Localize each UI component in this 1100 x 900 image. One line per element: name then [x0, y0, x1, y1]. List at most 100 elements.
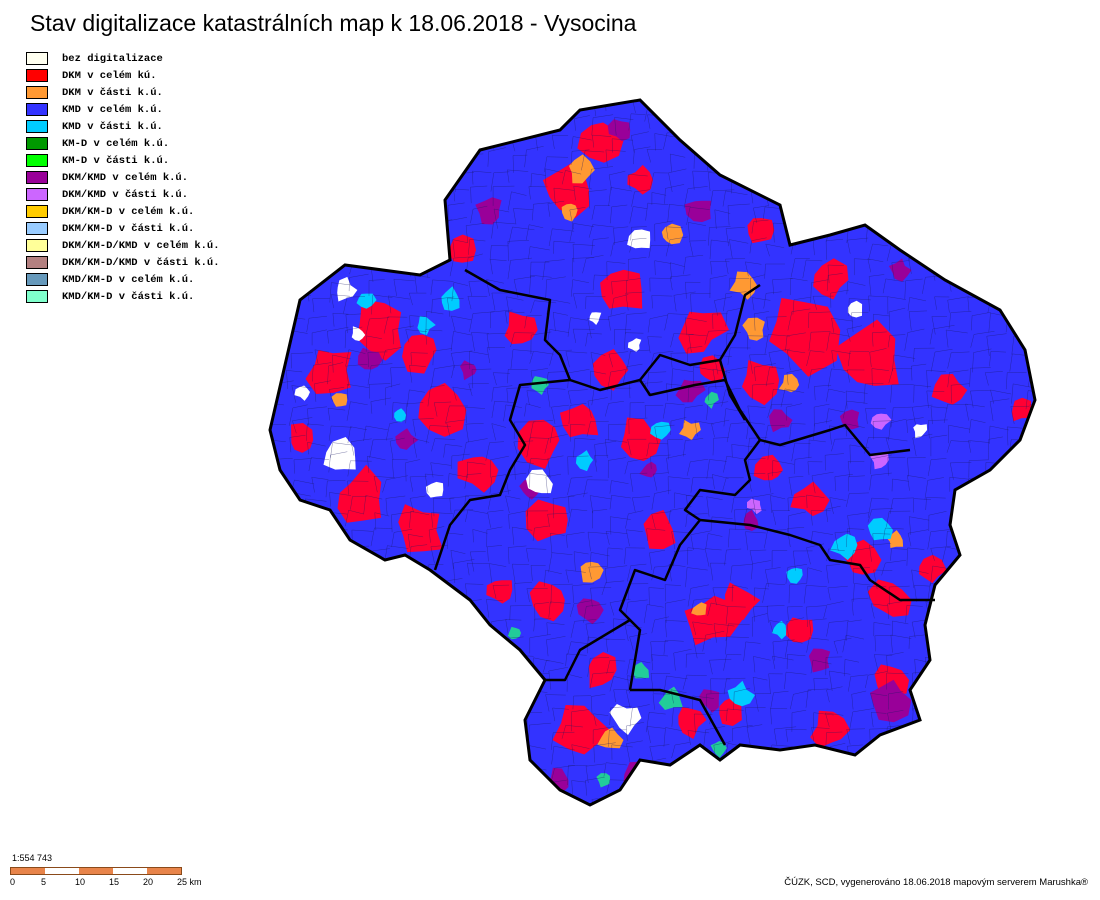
scale-bar-graphic — [10, 867, 182, 875]
cadastral-patch — [771, 620, 787, 640]
legend-swatch — [26, 222, 48, 235]
legend-swatch — [26, 256, 48, 269]
cadastral-patch — [351, 326, 366, 341]
district-boundary — [545, 618, 631, 682]
cadastral-patch — [769, 409, 793, 433]
scale-bar: 1:554 743 0 5 10 15 20 25 km — [10, 853, 210, 887]
cadastral-patch — [786, 567, 803, 584]
cadastral-patch — [867, 517, 893, 541]
cadastral-patch — [769, 297, 841, 377]
scale-ticks: 0 5 10 15 20 25 km — [10, 875, 210, 887]
scale-segment — [11, 868, 45, 874]
cadastral-patch — [867, 579, 912, 617]
cadastral-patch — [607, 119, 631, 142]
cadastral-patch — [395, 428, 419, 450]
legend-item: DKM/KMD v celém k.ú. — [26, 169, 220, 186]
cadastral-patch — [830, 533, 858, 561]
scale-tick-label: 15 — [109, 877, 120, 887]
cadastral-patch — [356, 299, 402, 361]
legend-label: DKM/KMD v části k.ú. — [62, 188, 189, 201]
cadastral-patch — [870, 413, 892, 430]
legend-item: bez digitalizace — [26, 50, 220, 67]
cadastral-patch — [294, 385, 310, 401]
legend-item: KMD/KM-D v celém k.ú. — [26, 271, 220, 288]
district-boundary — [699, 518, 935, 602]
legend-label: DKM v celém kú. — [62, 69, 157, 82]
legend-item: DKM v části k.ú. — [26, 84, 220, 101]
cadastral-patch — [425, 481, 444, 498]
cadastral-patch — [742, 317, 765, 341]
cadastral-patch — [930, 631, 951, 649]
cadastral-patch — [785, 617, 814, 643]
legend-label: DKM/KM-D/KMD v celém k.ú. — [62, 239, 220, 252]
scale-tick-label: 5 — [41, 877, 47, 887]
legend-label: DKM/KM-D v celém k.ú. — [62, 205, 195, 218]
legend-swatch — [26, 86, 48, 99]
cadastral-patch — [457, 456, 499, 493]
scale-tick-label: 25 km — [177, 877, 202, 887]
cadastral-patch — [931, 373, 968, 405]
district-boundary — [433, 378, 571, 571]
cadastral-patch — [699, 689, 720, 713]
legend-item: DKM/KM-D v celém k.ú. — [26, 203, 220, 220]
legend-swatch — [26, 137, 48, 150]
scale-segment — [45, 868, 79, 874]
legend-label: DKM/KM-D v části k.ú. — [62, 222, 195, 235]
legend-item: DKM/KMD v části k.ú. — [26, 186, 220, 203]
cadastral-patch — [504, 311, 538, 345]
legend-swatch — [26, 205, 48, 218]
cadastral-patch — [888, 258, 912, 282]
legend-swatch — [26, 52, 48, 65]
cadastral-patch — [418, 382, 467, 437]
region-outline — [268, 98, 1037, 807]
map-legend: bez digitalizace DKM v celém kú. DKM v čás… — [26, 50, 220, 305]
legend-label: DKM/KM-D/KMD v části k.ú. — [62, 256, 220, 269]
cadastral-patch — [691, 602, 707, 616]
cadastral-patch — [475, 197, 502, 225]
cadastral-patch — [639, 461, 657, 478]
cadastral-patch — [529, 581, 565, 622]
cadastral-patch — [870, 453, 889, 470]
cadastral-patch — [394, 408, 407, 423]
cadastral-patch — [589, 312, 602, 325]
legend-item: DKM/KM-D/KMD v celém k.ú. — [26, 237, 220, 254]
legend-swatch — [26, 171, 48, 184]
cadastral-patch — [658, 686, 683, 710]
cadastral-patch — [569, 154, 595, 184]
legend-label: bez digitalizace — [62, 52, 163, 65]
cadastral-patch — [337, 464, 382, 523]
scale-ratio: 1:554 743 — [12, 853, 53, 863]
cadastral-patch — [575, 450, 594, 472]
legend-label: KMD v celém k.ú. — [62, 103, 163, 116]
map-title: Stav digitalizace katastrálních map k 18… — [30, 10, 637, 36]
cadastral-patch — [650, 421, 671, 440]
cadastral-patch — [633, 662, 650, 679]
legend-label: KMD v části k.ú. — [62, 120, 163, 133]
cadastral-patch — [727, 680, 755, 707]
cadastral-patch — [507, 626, 521, 640]
legend-item: KM-D v celém k.ú. — [26, 135, 220, 152]
cadastral-patch — [596, 773, 610, 788]
legend-item: DKM/KM-D v části k.ú. — [26, 220, 220, 237]
legend-item: KM-D v části k.ú. — [26, 152, 220, 169]
cadastral-patch — [929, 639, 941, 652]
cadastral-patch — [919, 554, 947, 584]
cadastral-patch — [808, 648, 831, 673]
scale-tick-label: 20 — [143, 877, 154, 887]
scale-tick-label: 10 — [75, 877, 86, 887]
legend-label: KM-D v celém k.ú. — [62, 137, 170, 150]
cadastral-patch — [448, 234, 476, 263]
region-fill — [268, 98, 1037, 807]
cadastral-patch — [678, 311, 729, 354]
cadastral-patch — [460, 360, 477, 381]
legend-label: KMD/KM-D v celém k.ú. — [62, 273, 195, 286]
cadastral-patch — [517, 419, 560, 469]
cadastral-patch — [525, 499, 568, 542]
scale-segment — [147, 868, 181, 874]
cadastral-patch — [597, 727, 624, 749]
cadastral-patch — [609, 704, 642, 735]
scale-tick-label: 0 — [10, 877, 16, 887]
cadastral-patch — [778, 373, 800, 393]
cadastral-patch — [810, 710, 851, 748]
